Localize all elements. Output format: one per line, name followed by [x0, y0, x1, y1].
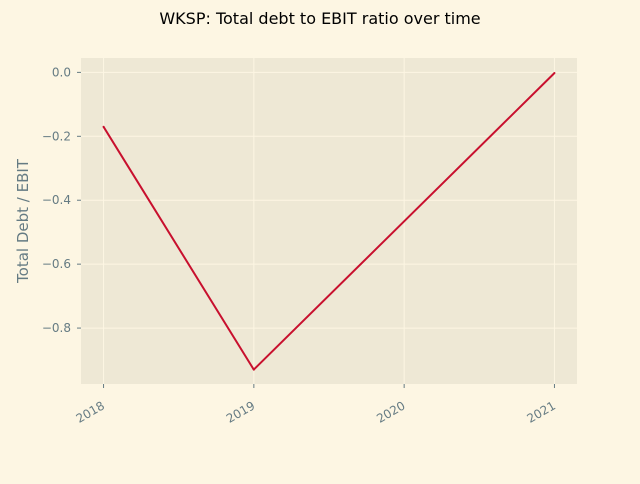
- plot-area: [81, 58, 577, 384]
- data-point: [252, 368, 255, 371]
- data-point: [102, 125, 105, 128]
- y-tick-label: −0.6: [42, 257, 71, 271]
- data-point: [553, 72, 556, 75]
- y-tick-label: 0.0: [52, 65, 71, 79]
- y-tick-label: −0.4: [42, 193, 71, 207]
- series-layer: [102, 72, 556, 371]
- y-tick-label: −0.8: [42, 321, 71, 335]
- y-axis-label: Total Debt / EBIT: [14, 158, 32, 284]
- y-tick-label: −0.2: [42, 129, 71, 143]
- grid: [81, 58, 577, 384]
- chart-title: WKSP: Total debt to EBIT ratio over time: [159, 9, 480, 28]
